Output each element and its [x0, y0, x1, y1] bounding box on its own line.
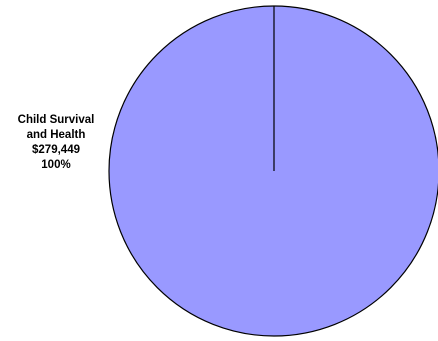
slice-label-name-line1: Child Survival [17, 114, 95, 126]
slice-label-value: $279,449 [32, 144, 80, 156]
slice-label-percent: 100% [41, 159, 71, 171]
slice-label-child-survival-and-health: Child Survival and Health $279,449 100% [0, 113, 112, 173]
slice-label-name-line2: and Health [26, 129, 86, 141]
